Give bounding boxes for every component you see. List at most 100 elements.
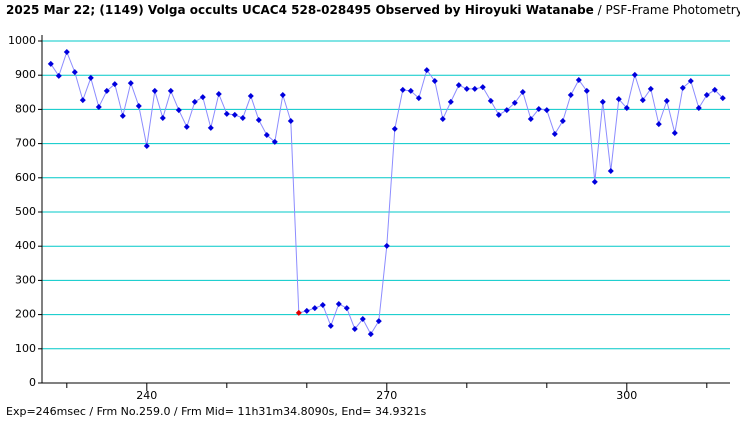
data-point [575,76,582,83]
chart-title: 2025 Mar 22; (1149) Volga occults UCAC4 … [6,3,594,17]
data-point [663,97,670,104]
data-point [279,92,286,99]
data-point [679,84,686,91]
data-point [207,124,214,131]
data-point [623,105,630,112]
data-point [463,85,470,92]
chart-subtitle: / PSF-Frame Photometry / [594,3,740,17]
data-point [111,81,118,88]
chart-title-group: 2025 Mar 22; (1149) Volga occults UCAC4 … [6,3,740,17]
data-point [103,87,110,94]
data-point [495,111,502,118]
data-point [567,92,574,99]
data-point [95,104,102,111]
x-tick-label: 300 [616,389,637,402]
data-point [335,300,342,307]
data-point [695,105,702,112]
data-point [263,132,270,139]
data-point [535,106,542,113]
data-point [583,87,590,94]
y-tick-label: 700 [15,137,36,150]
data-point [183,123,190,130]
data-point [407,87,414,94]
data-point [655,121,662,128]
data-point [175,107,182,114]
data-line [50,50,724,336]
data-point [319,302,326,309]
data-point [647,85,654,92]
y-tick-label: 300 [15,273,36,286]
data-point [711,86,718,93]
x-tick-label: 270 [376,389,397,402]
data-point [471,85,478,92]
data-point [551,131,558,138]
data-point [151,87,158,94]
data-point [71,69,78,76]
data-point [287,118,294,125]
data-point [327,322,334,329]
data-point [447,98,454,105]
y-tick-label: 400 [15,239,36,252]
data-point [431,78,438,85]
y-tick-label: 0 [29,376,36,389]
data-point [87,74,94,81]
data-point [519,88,526,95]
data-point [383,242,390,249]
data-point [47,60,54,67]
data-point [247,93,254,100]
data-point [399,86,406,93]
data-point [559,118,566,125]
y-tick-label: 600 [15,171,36,184]
data-point [303,307,310,314]
data-point [703,92,710,99]
data-point [239,114,246,121]
y-tick-label: 500 [15,205,36,218]
data-point [199,94,206,101]
data-point [343,305,350,312]
data-point [631,71,638,78]
data-point [671,129,678,136]
data-point [135,102,142,109]
data-point [719,95,726,102]
data-point [191,98,198,105]
data-point [543,107,550,114]
y-tick-label: 1000 [8,34,36,47]
data-point [455,82,462,89]
data-point [487,97,494,104]
data-point [359,316,366,323]
data-point [503,107,510,114]
data-point [271,138,278,145]
data-point [79,97,86,104]
data-point [167,87,174,94]
data-point [439,115,446,122]
data-point [375,318,382,325]
footer: Exp=246msec / Frm No.259.0 / Frm Mid= 11… [6,405,426,418]
data-point [143,142,150,149]
data-point [231,111,238,118]
data-point [311,305,318,312]
data-point [159,114,166,121]
data-point [591,178,598,185]
data-point [607,167,614,174]
data-point [63,48,70,55]
data-point [415,95,422,102]
data-point [527,115,534,122]
data-point [119,112,126,119]
data-point [55,72,62,79]
data-point [687,78,694,85]
data-point [639,97,646,104]
data-point [615,96,622,103]
x-tick-label: 240 [136,389,157,402]
data-point [215,91,222,98]
data-point [479,84,486,91]
y-tick-label: 800 [15,102,36,115]
y-tick-label: 200 [15,308,36,321]
data-point [367,331,374,338]
y-tick-label: 900 [15,68,36,81]
data-point [351,325,358,332]
y-tick-label: 100 [15,342,36,355]
data-point [391,125,398,132]
data-point [295,309,302,316]
data-point [423,67,430,74]
